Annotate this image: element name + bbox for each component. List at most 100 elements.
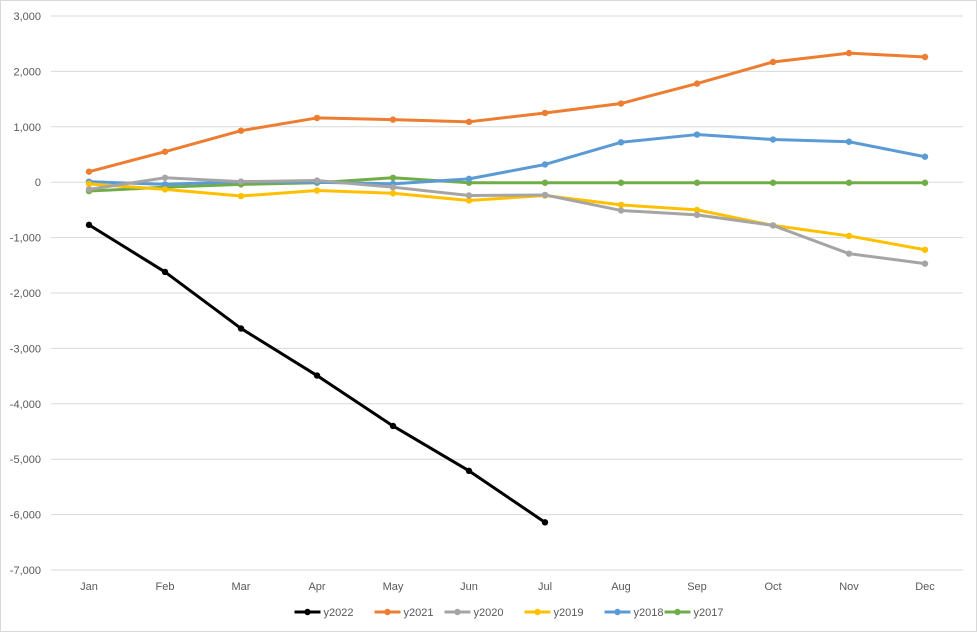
gridlines xyxy=(51,15,963,571)
y-tick-label: -3,000 xyxy=(10,343,41,355)
data-point xyxy=(845,179,853,186)
data-point xyxy=(541,109,549,117)
data-point xyxy=(161,181,169,188)
legend-label: y2017 xyxy=(694,607,724,619)
y-tick-label: 2,000 xyxy=(13,66,41,78)
data-point xyxy=(769,136,777,143)
y-tick-label: 0 xyxy=(35,177,41,189)
data-point xyxy=(693,80,701,87)
legend-item-y2021: y2021 xyxy=(374,607,434,619)
x-tick-label: Mar xyxy=(232,581,251,593)
legend-item-y2017: y2017 xyxy=(664,607,724,619)
data-point xyxy=(921,260,929,267)
data-point xyxy=(617,201,625,209)
y-tick-label: -1,000 xyxy=(10,233,41,245)
data-point xyxy=(313,114,321,122)
legend-marker xyxy=(534,608,541,616)
data-point xyxy=(693,206,701,214)
legend-label: y2019 xyxy=(554,607,584,619)
y-axis-labels: 3,000 2,000 1,000 0 -1,000 -2,000 -3,000 -4,000… xyxy=(10,11,41,577)
x-tick-label: Feb xyxy=(156,581,175,593)
data-point xyxy=(845,138,853,145)
data-point xyxy=(693,211,701,219)
data-point xyxy=(541,161,549,168)
x-tick-label: Jul xyxy=(538,581,552,593)
series-line xyxy=(87,51,927,174)
data-point xyxy=(769,179,777,186)
y-tick-label: -2,000 xyxy=(10,288,41,300)
series-y2021 xyxy=(85,49,929,175)
x-tick-label: Nov xyxy=(839,581,859,593)
data-point xyxy=(389,174,397,181)
legend-marker xyxy=(304,608,311,616)
x-tick-label: May xyxy=(383,581,404,593)
data-point xyxy=(617,207,625,214)
legend-label: y2018 xyxy=(634,607,664,619)
x-tick-label: Sep xyxy=(687,581,707,593)
data-point xyxy=(85,180,93,188)
data-point xyxy=(617,100,625,107)
y-tick-label: 3,000 xyxy=(13,11,41,23)
data-point xyxy=(85,221,93,229)
data-point xyxy=(85,168,93,175)
data-point xyxy=(465,175,473,183)
series-y2020 xyxy=(85,174,929,267)
x-axis-labels: Jan Feb Mar Apr May Jun Jul Aug Sep Oct Nov Dec xyxy=(80,581,935,593)
y-tick-label: -4,000 xyxy=(10,399,41,411)
y-tick-label: -7,000 xyxy=(10,565,41,577)
data-point xyxy=(769,222,777,229)
data-point xyxy=(237,127,245,134)
series-y2017 xyxy=(85,174,929,195)
series-line xyxy=(87,176,927,266)
y-tick-label: -5,000 xyxy=(10,454,41,466)
legend-item-y2019: y2019 xyxy=(524,607,584,619)
data-point xyxy=(237,325,245,332)
legend-marker xyxy=(674,608,681,616)
series-lines xyxy=(85,49,929,526)
data-point xyxy=(617,179,625,186)
series-y2019 xyxy=(85,180,929,253)
data-point xyxy=(389,116,397,123)
legend-marker xyxy=(614,608,621,616)
data-point xyxy=(693,131,701,138)
x-tick-label: Oct xyxy=(764,581,781,593)
data-point xyxy=(237,192,245,200)
data-point xyxy=(845,250,853,257)
legend-marker xyxy=(454,608,461,616)
data-point xyxy=(161,148,169,155)
data-point xyxy=(845,49,853,57)
data-point xyxy=(161,174,169,181)
data-point xyxy=(617,139,625,146)
series-line xyxy=(87,176,927,193)
legend-item-y2022: y2022 xyxy=(294,607,354,619)
data-point xyxy=(541,179,549,186)
data-point xyxy=(389,422,397,430)
series-y2022 xyxy=(85,221,549,526)
data-point xyxy=(465,197,473,204)
x-tick-label: Jan xyxy=(80,581,98,593)
data-point xyxy=(237,178,245,185)
data-point xyxy=(161,186,169,193)
y-tick-label: 1,000 xyxy=(13,122,41,134)
data-point xyxy=(845,232,853,240)
data-point xyxy=(921,246,929,253)
data-point xyxy=(389,190,397,197)
data-point xyxy=(313,372,321,379)
legend-label: y2022 xyxy=(324,607,354,619)
legend-marker xyxy=(384,608,391,616)
data-point xyxy=(389,183,397,191)
data-point xyxy=(693,179,701,186)
x-tick-label: Aug xyxy=(611,581,631,593)
data-point xyxy=(769,58,777,66)
legend-item-y2018: y2018 xyxy=(604,607,664,619)
x-tick-label: Apr xyxy=(308,581,325,593)
legend-label: y2021 xyxy=(404,607,434,619)
data-point xyxy=(465,192,473,199)
legend: y2022 y2021 y2020 y2019 y2018 y2017 xyxy=(294,607,724,619)
data-point xyxy=(921,179,929,186)
legend-label: y2020 xyxy=(474,607,504,619)
data-point xyxy=(313,177,321,184)
data-point xyxy=(85,186,93,193)
data-point xyxy=(921,153,929,160)
